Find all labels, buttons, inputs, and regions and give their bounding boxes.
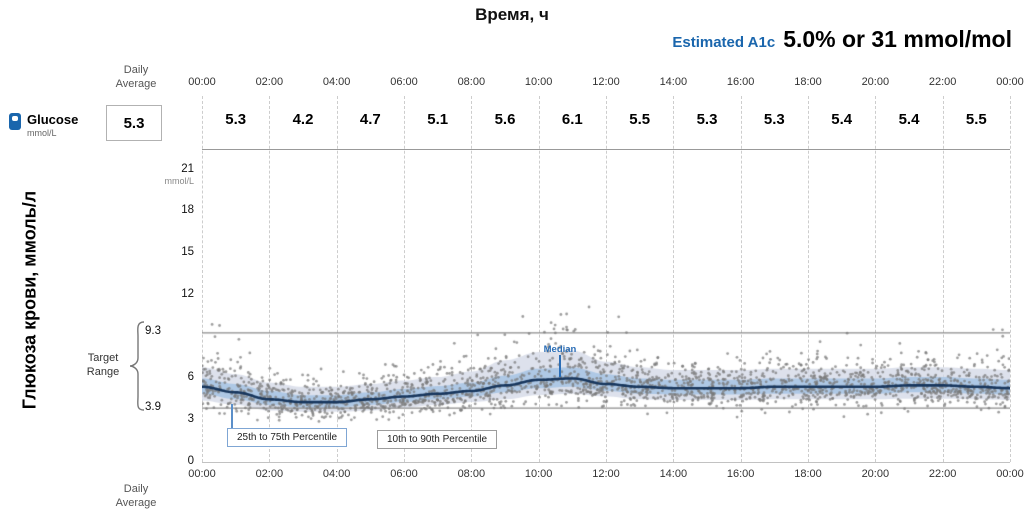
x-axis-tick-label-top: 18:00 bbox=[794, 76, 822, 88]
x-axis-tick-label-top: 00:00 bbox=[996, 76, 1024, 88]
target-range-label: Target Range bbox=[86, 352, 120, 379]
vertical-gridline bbox=[1010, 96, 1011, 462]
x-axis-tick-label-bottom: 20:00 bbox=[861, 468, 890, 480]
estimated-a1c: Estimated A1c 5.0% or 31 mmol/mol bbox=[672, 26, 1012, 53]
x-axis-tick-label-bottom: 12:00 bbox=[592, 468, 620, 480]
glucose-label: Glucose bbox=[27, 112, 79, 127]
y-axis-tick-label: 3 bbox=[187, 413, 194, 426]
legend-10-90-percentile: 10th to 90th Percentile bbox=[377, 430, 498, 449]
y-axis-tick-label: 15 bbox=[181, 246, 194, 259]
legend-25-75-percentile: 25th to 75th Percentile bbox=[227, 428, 348, 447]
y-axis-tick-label: 6 bbox=[187, 371, 194, 384]
x-axis-tick-label-top: 00:00 bbox=[188, 76, 216, 88]
y-axis-title: Глюкоза крови, ммоль/л bbox=[19, 190, 40, 410]
x-axis-tick-label-top: 02:00 bbox=[255, 76, 284, 88]
chart-top-border bbox=[202, 149, 1010, 150]
glucose-daily-average-box: 5.3 bbox=[106, 105, 162, 141]
daily-average-value: 4.2 bbox=[292, 111, 314, 128]
y-axis-tick-label: 0 bbox=[187, 455, 194, 467]
glucose-metric: Glucose mmol/L bbox=[8, 112, 78, 138]
daily-average-value: 5.3 bbox=[225, 111, 247, 128]
median-label: Median bbox=[543, 344, 577, 355]
daily-average-header: Daily Average bbox=[115, 64, 157, 90]
glucose-chart-canvas bbox=[202, 150, 1010, 462]
x-axis-tick-label-top: 16:00 bbox=[726, 76, 755, 88]
x-axis-tick-label-bottom: 06:00 bbox=[390, 468, 418, 480]
daily-average-value: 5.3 bbox=[696, 111, 718, 128]
x-axis-tick-label-bottom: 00:00 bbox=[188, 468, 216, 480]
daily-average-value: 5.4 bbox=[831, 111, 853, 128]
x-axis-tick-label-top: 06:00 bbox=[390, 76, 418, 88]
estimated-a1c-label: Estimated A1c bbox=[672, 34, 776, 51]
glucose-unit-label: mmol/L bbox=[27, 128, 57, 138]
x-axis-tick-label-top: 22:00 bbox=[928, 76, 957, 88]
x-axis-tick-label-bottom: 08:00 bbox=[457, 468, 486, 480]
x-axis-tick-label-top: 04:00 bbox=[322, 76, 351, 88]
x-axis-tick-label-bottom: 16:00 bbox=[726, 468, 755, 480]
target-range-brace bbox=[129, 321, 145, 411]
estimated-a1c-value: 5.0% or 31 mmol/mol bbox=[783, 26, 1012, 52]
x-axis-tick-label-top: 10:00 bbox=[524, 76, 553, 88]
daily-average-value: 5.4 bbox=[898, 111, 920, 128]
x-axis-tick-label-bottom: 00:00 bbox=[996, 468, 1024, 480]
x-axis-tick-label-top: 20:00 bbox=[861, 76, 890, 88]
daily-average-value: 5.3 bbox=[763, 111, 785, 128]
daily-average-value: 5.5 bbox=[965, 111, 987, 128]
y-axis-tick-label: 9.3 bbox=[145, 325, 161, 338]
daily-average-value: 5.1 bbox=[427, 111, 449, 128]
y-axis-tick-label: 3.9 bbox=[145, 400, 161, 413]
y-axis-tick-label: 18 bbox=[181, 204, 194, 217]
median-callout-line bbox=[559, 355, 561, 377]
daily-average-value: 5.6 bbox=[494, 111, 516, 128]
glucose-meter-icon bbox=[8, 112, 22, 136]
y-axis-tick-label: 21 mmol/L bbox=[164, 162, 194, 186]
daily-average-value: 5.5 bbox=[629, 111, 651, 128]
x-axis-tick-label-top: 12:00 bbox=[592, 76, 620, 88]
x-axis-tick-label-bottom: 10:00 bbox=[524, 468, 553, 480]
x-axis-tick-label-bottom: 22:00 bbox=[928, 468, 957, 480]
x-axis-title: Время, ч bbox=[475, 5, 549, 24]
glucose-daily-average-value: 5.3 bbox=[123, 114, 145, 132]
daily-average-value: 6.1 bbox=[561, 111, 583, 128]
daily-average-value: 4.7 bbox=[359, 111, 381, 128]
x-axis-tick-label-bottom: 02:00 bbox=[255, 468, 284, 480]
x-axis-tick-label-bottom: 04:00 bbox=[322, 468, 351, 480]
x-axis-tick-label-top: 08:00 bbox=[457, 76, 486, 88]
y-axis-tick-label: 12 bbox=[181, 287, 194, 300]
daily-average-footer: Daily Average bbox=[115, 483, 157, 509]
legend-25-75-callout-line bbox=[231, 404, 233, 428]
x-axis-tick-label-bottom: 14:00 bbox=[659, 468, 688, 480]
x-axis-tick-label-top: 14:00 bbox=[659, 76, 688, 88]
chart-bottom-border bbox=[202, 462, 1010, 463]
x-axis-tick-label-bottom: 18:00 bbox=[794, 468, 822, 480]
